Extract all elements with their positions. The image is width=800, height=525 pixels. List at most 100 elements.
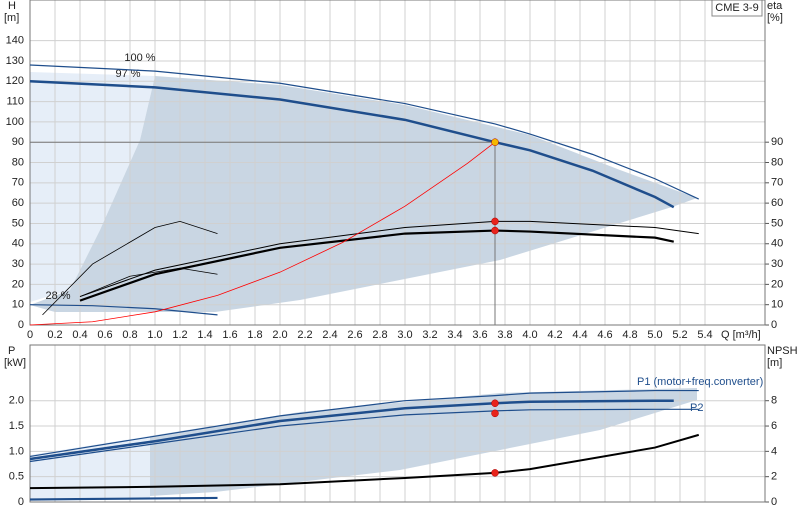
x-tick-label: 4.0 — [522, 329, 537, 341]
operating-point — [491, 469, 499, 477]
y-tick-label: 60 — [12, 197, 24, 209]
x-tick-label: 1.2 — [172, 329, 187, 341]
plot-frame — [29, 344, 766, 503]
x-tick-label: 2.2 — [297, 329, 312, 341]
y-tick-label: 0.5 — [9, 471, 24, 483]
y-tick-label: 120 — [6, 75, 24, 87]
operating-point — [491, 409, 499, 418]
series-line — [29, 496, 218, 501]
y2-tick-label: 6 — [771, 420, 777, 432]
y-tick-label: 1.0 — [9, 445, 24, 457]
y2-axis-label: NPSH — [767, 345, 798, 357]
range-area — [30, 76, 697, 312]
x-tick-label: 0.4 — [72, 329, 87, 341]
series-line — [29, 399, 674, 461]
y-tick-label: 70 — [12, 177, 24, 189]
x-tick-label: 3.8 — [497, 329, 512, 341]
series-line — [29, 408, 699, 463]
y2-tick-label: 50 — [771, 217, 783, 229]
x-axis-label: Q [m³/h] — [721, 329, 761, 341]
y2-tick-label: 10 — [771, 299, 783, 311]
x-tick-label: 3.6 — [472, 329, 487, 341]
y2-tick-label: 2 — [771, 471, 777, 483]
y2-tick-label: 60 — [771, 197, 783, 209]
legend-label: P2 — [690, 402, 703, 414]
x-tick-label: 1.4 — [197, 329, 212, 341]
y-tick-label: 100 — [6, 116, 24, 128]
series-line — [79, 267, 218, 297]
x-tick-label: 5.0 — [647, 329, 662, 341]
y-tick-label: 50 — [12, 217, 24, 229]
operating-point — [491, 399, 499, 407]
y-axis-unit: [m] — [4, 12, 19, 24]
y2-tick-label: 40 — [771, 238, 783, 250]
series-line — [42, 220, 218, 316]
y-tick-label: 0 — [18, 496, 24, 508]
y-tick-label: 40 — [12, 238, 24, 250]
x-tick-label: 1.8 — [247, 329, 262, 341]
y-tick-label: 2.0 — [9, 395, 24, 407]
y-tick-label: 10 — [12, 299, 24, 311]
y2-axis-unit: [%] — [767, 12, 783, 24]
x-tick-label: 1.0 — [147, 329, 162, 341]
series-line — [29, 64, 700, 200]
operating-point — [491, 217, 499, 226]
series-line — [79, 229, 674, 302]
x-tick-label: 3.0 — [397, 329, 412, 341]
x-tick-label: 5.4 — [697, 329, 712, 341]
range-area — [150, 388, 697, 496]
annotation: 97 % — [115, 68, 140, 80]
legend-label: P1 (motor+freq.converter) — [637, 376, 763, 388]
series-line — [29, 304, 218, 316]
x-tick-label: 2.6 — [347, 329, 362, 341]
y-tick-label: 30 — [12, 258, 24, 270]
annotation: 28 % — [45, 290, 70, 302]
y-tick-label: 1.5 — [9, 420, 24, 432]
y2-tick-label: 90 — [771, 136, 783, 148]
y-axis-label: H — [8, 0, 16, 12]
x-tick-label: 2.0 — [272, 329, 287, 341]
y2-tick-label: 70 — [771, 177, 783, 189]
y-tick-label: 0 — [18, 319, 24, 331]
y2-axis-unit: [m] — [767, 357, 782, 369]
y-axis-label: P — [8, 345, 15, 357]
y2-tick-label: 4 — [771, 445, 777, 457]
y-tick-label: 80 — [12, 156, 24, 168]
model: CME 3-9 — [715, 2, 758, 14]
x-tick-label: 2.4 — [322, 329, 337, 341]
annotation: 100 % — [124, 52, 155, 64]
range-light — [30, 72, 155, 302]
x-tick-label: 0 — [27, 329, 33, 341]
y-tick-label: 110 — [6, 95, 24, 107]
x-tick-label: 3.4 — [447, 329, 462, 341]
operating-point — [491, 138, 499, 146]
operating-point — [491, 226, 499, 235]
x-tick-label: 5.2 — [672, 329, 687, 341]
x-tick-label: 1.6 — [222, 329, 237, 341]
y-tick-label: 20 — [12, 278, 24, 290]
y2-tick-label: 20 — [771, 278, 783, 290]
y-tick-label: 140 — [6, 35, 24, 47]
model-box — [711, 0, 763, 17]
y-axis-unit: [kW] — [4, 357, 26, 369]
y2-tick-label: 0 — [771, 319, 777, 331]
x-tick-label: 0.6 — [97, 329, 112, 341]
series-line — [29, 141, 496, 326]
y2-tick-label: 80 — [771, 156, 783, 168]
y2-tick-label: 0 — [771, 496, 777, 508]
x-tick-label: 4.4 — [572, 329, 587, 341]
series-line — [29, 433, 700, 490]
x-tick-label: 4.2 — [547, 329, 562, 341]
x-tick-label: 0.8 — [122, 329, 137, 341]
series-line — [29, 389, 699, 458]
x-tick-label: 4.6 — [597, 329, 612, 341]
plot-frame — [29, 0, 766, 326]
y-tick-label: 130 — [6, 55, 24, 67]
x-tick-label: 3.2 — [422, 329, 437, 341]
y2-axis-label: eta — [767, 0, 783, 12]
x-tick-label: 4.8 — [622, 329, 637, 341]
y2-tick-label: 30 — [771, 258, 783, 270]
series-line — [79, 220, 699, 298]
